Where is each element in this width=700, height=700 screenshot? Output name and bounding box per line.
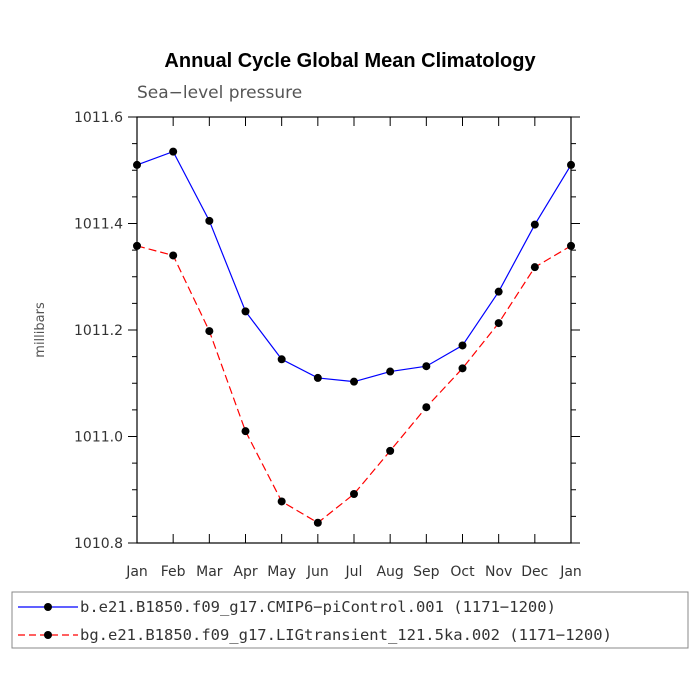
data-point [386, 446, 395, 455]
series-1 [133, 147, 575, 386]
data-point [169, 147, 178, 156]
series-line [136, 150, 572, 383]
data-point [386, 367, 395, 376]
legend-marker [44, 631, 52, 639]
data-point [530, 263, 539, 272]
data-point [494, 287, 503, 296]
data-point [458, 364, 467, 373]
data-point [494, 319, 503, 328]
legend-marker [44, 603, 52, 611]
data-point [422, 362, 431, 371]
x-tick-label: Dec [521, 564, 548, 580]
data-point [350, 490, 358, 499]
legend-label: bg.e21.B1850.f09_g17.LIGtransient_121.5k… [80, 626, 612, 644]
x-tick-label: Jan [559, 564, 582, 580]
y-tick-label: 1011.0 [74, 430, 123, 446]
x-tick-label: Jan [125, 564, 148, 580]
y-tick-labels: 1010.8 1011.0 1011.2 1011.4 1011.6 [74, 110, 123, 552]
data-point [169, 251, 178, 260]
y-tick-label: 1010.8 [74, 536, 123, 552]
x-tick-label: Mar [196, 564, 223, 580]
data-point [277, 355, 286, 364]
data-point [241, 427, 250, 436]
series-group [133, 147, 575, 527]
chart-subtitle: Sea−level pressure [137, 83, 302, 103]
data-point [350, 377, 358, 386]
data-point [205, 327, 214, 336]
x-tick-label: Sep [413, 564, 440, 580]
data-point [422, 403, 431, 412]
data-point [277, 497, 286, 506]
x-tick-label: Jul [345, 564, 363, 580]
x-tick-label: Jun [306, 564, 329, 580]
y-tick-label: 1011.6 [74, 110, 123, 126]
plot-frame [136, 116, 572, 544]
chart-title: Annual Cycle Global Mean Climatology [164, 50, 536, 72]
x-tick-label: Nov [485, 564, 512, 580]
data-point [313, 373, 322, 382]
legend: b.e21.B1850.f09_g17.CMIP6−piControl.001 … [11, 591, 689, 649]
x-tick-label: Feb [161, 564, 186, 580]
data-point [241, 307, 250, 316]
x-tick-label: Oct [450, 564, 475, 580]
y-tick-label: 1011.2 [74, 323, 123, 339]
x-tick-label: Aug [376, 564, 403, 580]
data-point [530, 220, 539, 229]
data-point [205, 216, 214, 225]
legend-box [11, 591, 689, 649]
x-tick-labels: Jan Feb Mar Apr May Jun Jul Aug Sep Oct Nov Dec Jan [125, 564, 582, 580]
x-tick-label: Apr [233, 564, 257, 580]
y-tick-label: 1011.4 [74, 217, 123, 233]
data-point [458, 341, 467, 350]
legend-label: b.e21.B1850.f09_g17.CMIP6−piControl.001 … [80, 598, 556, 616]
y-axis-label: millibars [33, 302, 48, 358]
axis-ticks [128, 116, 580, 544]
x-tick-label: May [267, 564, 296, 580]
data-point [313, 518, 322, 527]
